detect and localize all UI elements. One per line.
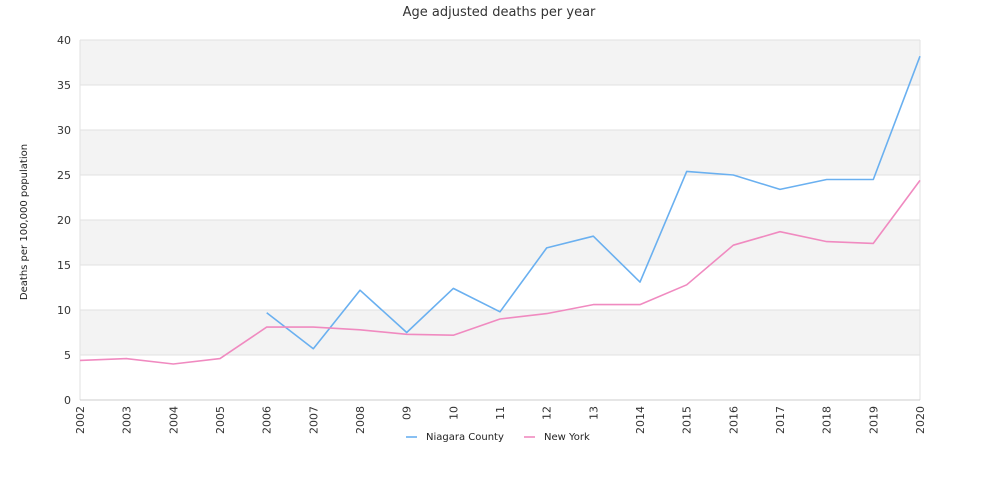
x-tick-label: 2016 [727,406,740,434]
plot-band [80,265,920,310]
series-line [266,55,921,350]
x-tick-label: 2017 [774,406,787,434]
x-axis-ticks: 2002 2003 2004 2005 2006 2007 2008 09 10 11 12 13 20… [74,406,927,434]
plot-band [80,220,920,265]
x-tick-label: 2018 [821,406,834,434]
x-tick-label: 10 [447,406,460,420]
x-tick-label: 2019 [867,406,880,434]
x-tick-label: 2014 [634,406,647,434]
x-tick-label: 13 [587,406,600,420]
y-tick-label: 30 [57,124,71,137]
y-tick-label: 25 [57,169,71,182]
x-tick-label: 2020 [914,406,927,434]
y-tick-label: 10 [57,304,71,317]
legend-label: Niagara County [426,432,504,443]
plot-band [80,40,920,85]
x-tick-label: 2015 [681,406,694,434]
y-tick-label: 20 [57,214,71,227]
series-line [79,179,921,365]
y-tick-label: 15 [57,259,71,272]
legend: Niagara County New York [406,432,590,443]
legend-label: New York [544,432,590,443]
x-tick-label: 2005 [214,406,227,434]
x-tick-label: 11 [494,406,507,420]
series-lines [79,55,921,365]
x-tick-label: 2008 [354,406,367,434]
chart-title: Age adjusted deaths per year [403,5,596,20]
y-tick-label: 35 [57,79,71,92]
x-tick-label: 2006 [261,406,274,434]
plot-background-bands [80,40,920,400]
y-axis-ticks: 0 5 10 15 20 25 30 35 40 [57,34,71,407]
plot-band [80,310,920,355]
x-tick-label: 2007 [307,406,320,434]
x-tick-label: 12 [541,406,554,420]
y-axis-label: Deaths per 100,000 population [19,144,30,300]
y-tick-label: 0 [64,394,71,407]
x-tick-label: 09 [401,406,414,420]
plot-band [80,130,920,175]
x-tick-label: 2002 [74,406,87,434]
plot-band [80,355,920,400]
x-tick-label: 2003 [121,406,134,434]
y-tick-label: 40 [57,34,71,47]
plot-band [80,175,920,220]
x-tick-label: 2004 [167,406,180,434]
y-tick-label: 5 [64,349,71,362]
plot-band [80,85,920,130]
